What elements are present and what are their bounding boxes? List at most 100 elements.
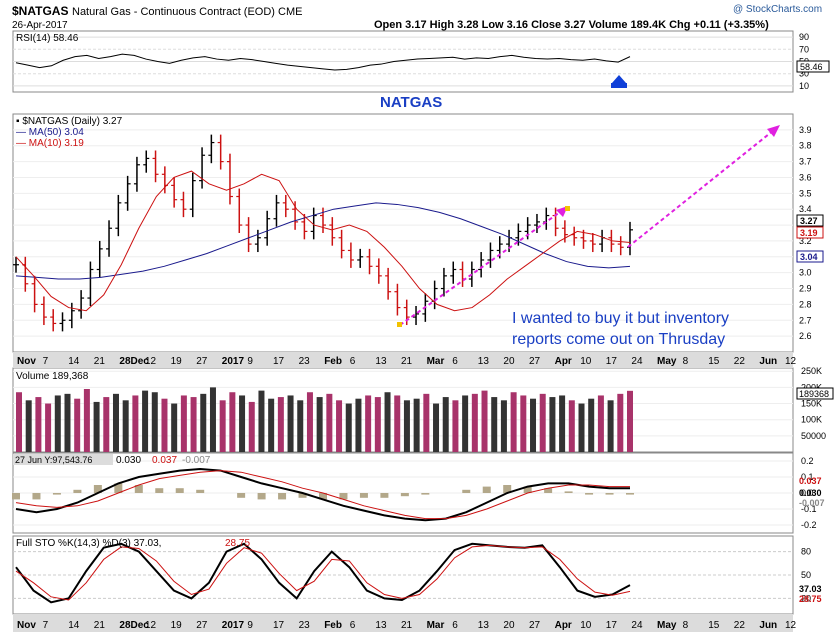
- x-tick-label-top: 15: [708, 356, 720, 367]
- volume-value-box: [796, 387, 834, 400]
- volume-bar: [277, 397, 284, 452]
- x-tick-label-bottom: 17: [273, 620, 285, 631]
- rsi-legend: RSI(14) 58.46: [16, 33, 79, 44]
- x-tick-label-bottom: 8: [683, 620, 689, 631]
- watermark: @ StockCharts.com: [733, 4, 822, 15]
- x-tick-label-top: 6: [350, 356, 356, 367]
- volume-bar: [549, 397, 556, 452]
- macd-legend-bg: [13, 454, 113, 465]
- quote-line: Open 3.17 High 3.28 Low 3.16 Close 3.27 …: [374, 19, 769, 31]
- price-legend: ▪ $NATGAS (Daily) 3.27: [16, 116, 123, 127]
- x-tick-label-bottom: 27: [196, 620, 208, 631]
- volume-bar: [433, 403, 440, 452]
- x-tick-label-top: 10: [580, 356, 592, 367]
- x-tick-label-top: 17: [273, 356, 285, 367]
- macd-hist-bar: [73, 489, 82, 493]
- macd-hist-bar: [237, 493, 246, 498]
- x-tick-label-top: 17: [606, 356, 618, 367]
- macd-hist-bar: [585, 493, 594, 495]
- volume-bar: [597, 395, 604, 452]
- macd-hist-bar: [12, 493, 20, 500]
- x-tick-label-bottom: 17: [606, 620, 618, 631]
- price-tick-label: 3.0: [799, 268, 812, 278]
- x-tick-label-bottom: 13: [478, 620, 490, 631]
- volume-bar: [355, 398, 362, 452]
- date-axis-bar-bottom: [13, 614, 793, 632]
- sto-tick-label: 80: [801, 547, 811, 557]
- macd-hist-bar: [52, 493, 61, 495]
- x-tick-label-bottom: 12: [785, 620, 797, 631]
- macd-hist-bar: [482, 486, 491, 493]
- x-tick-label-bottom: 21: [94, 620, 106, 631]
- volume-bar: [297, 400, 304, 452]
- ma10-legend: — MA(10) 3.19: [16, 138, 84, 149]
- volume-bar: [326, 393, 333, 452]
- volume-bar: [112, 393, 119, 452]
- volume-bar: [471, 393, 478, 452]
- sto-tick-label: 20: [801, 593, 811, 603]
- x-tick-label-bottom: 19: [171, 620, 183, 631]
- volume-bar: [384, 392, 391, 452]
- instrument-name: Natural Gas - Continuous Contract (EOD): [72, 6, 275, 18]
- volume-bar: [45, 403, 52, 452]
- date-axis-bar-top: [13, 352, 793, 368]
- annotation-line-2: reports come out on Thrusday: [512, 331, 725, 348]
- x-tick-label-top: Mar: [427, 356, 445, 367]
- volume-bar: [229, 392, 236, 452]
- macd-tick-label: 0.2: [801, 456, 814, 466]
- ma10-line: [15, 170, 631, 312]
- macd-hist-bar: [359, 493, 368, 498]
- volume-tick-label: 100K: [801, 415, 822, 425]
- volume-bar: [491, 397, 498, 452]
- macd-tick-label: 0.0: [801, 488, 814, 498]
- volume-bar: [161, 398, 168, 452]
- start-marker: [397, 322, 402, 327]
- volume-bar: [74, 398, 81, 452]
- chart-date: 26-Apr-2017: [12, 20, 68, 31]
- volume-bar: [374, 397, 381, 452]
- price-tick-label: 3.9: [799, 125, 812, 135]
- x-tick-label-top: 27: [196, 356, 208, 367]
- macd-hist-bar: [462, 489, 471, 493]
- volume-bar: [365, 395, 372, 452]
- x-tick-label-top: 12: [145, 356, 157, 367]
- price-tick-label: 3.4: [799, 204, 812, 214]
- x-tick-label-bottom: 12: [145, 620, 157, 631]
- macd-hist-bar: [400, 493, 409, 497]
- volume-bar: [103, 397, 110, 452]
- macd-hist-bar: [523, 486, 532, 493]
- volume-bar: [394, 395, 401, 452]
- x-tick-label-bottom: 27: [529, 620, 541, 631]
- price-tick-label: 2.9: [799, 284, 812, 294]
- x-tick-label-top: 7: [43, 356, 49, 367]
- volume-bar: [336, 400, 343, 452]
- x-tick-label-top: 21: [94, 356, 106, 367]
- volume-bar: [239, 395, 246, 452]
- x-tick-label-bottom: 6: [350, 620, 356, 631]
- volume-bar: [171, 403, 178, 452]
- macd-value-label: -0.007: [799, 498, 825, 508]
- volume-bar: [258, 390, 265, 452]
- volume-tick-label: 200K: [801, 382, 822, 392]
- price-value-label: 3.19: [800, 228, 818, 238]
- x-tick-label-bottom: 13: [375, 620, 387, 631]
- sto-tick-label: 50: [801, 570, 811, 580]
- volume-bar: [568, 400, 575, 452]
- macd-hist-bar: [134, 485, 143, 493]
- macd-hist-bar: [155, 488, 164, 493]
- x-tick-label-bottom: 28Dec: [119, 620, 149, 631]
- volume-bar: [219, 400, 226, 452]
- volume-tick-label: 50000: [801, 431, 826, 441]
- macd-tick-label: -0.1: [801, 504, 817, 514]
- trend-arrow-line-1: [399, 209, 564, 326]
- macd-legend-signal: 0.037: [152, 455, 177, 466]
- rsi-tick-label: 30: [799, 69, 809, 79]
- price-value-box: [796, 250, 824, 263]
- trend-arrow-line-2: [627, 129, 775, 248]
- x-tick-label-bottom: Jun: [759, 620, 777, 631]
- volume-bar: [442, 397, 449, 452]
- x-tick-label-bottom: Nov: [17, 620, 36, 631]
- volume-bar: [248, 401, 255, 452]
- x-tick-label-bottom: Mar: [427, 620, 445, 631]
- volume-bar: [539, 393, 546, 452]
